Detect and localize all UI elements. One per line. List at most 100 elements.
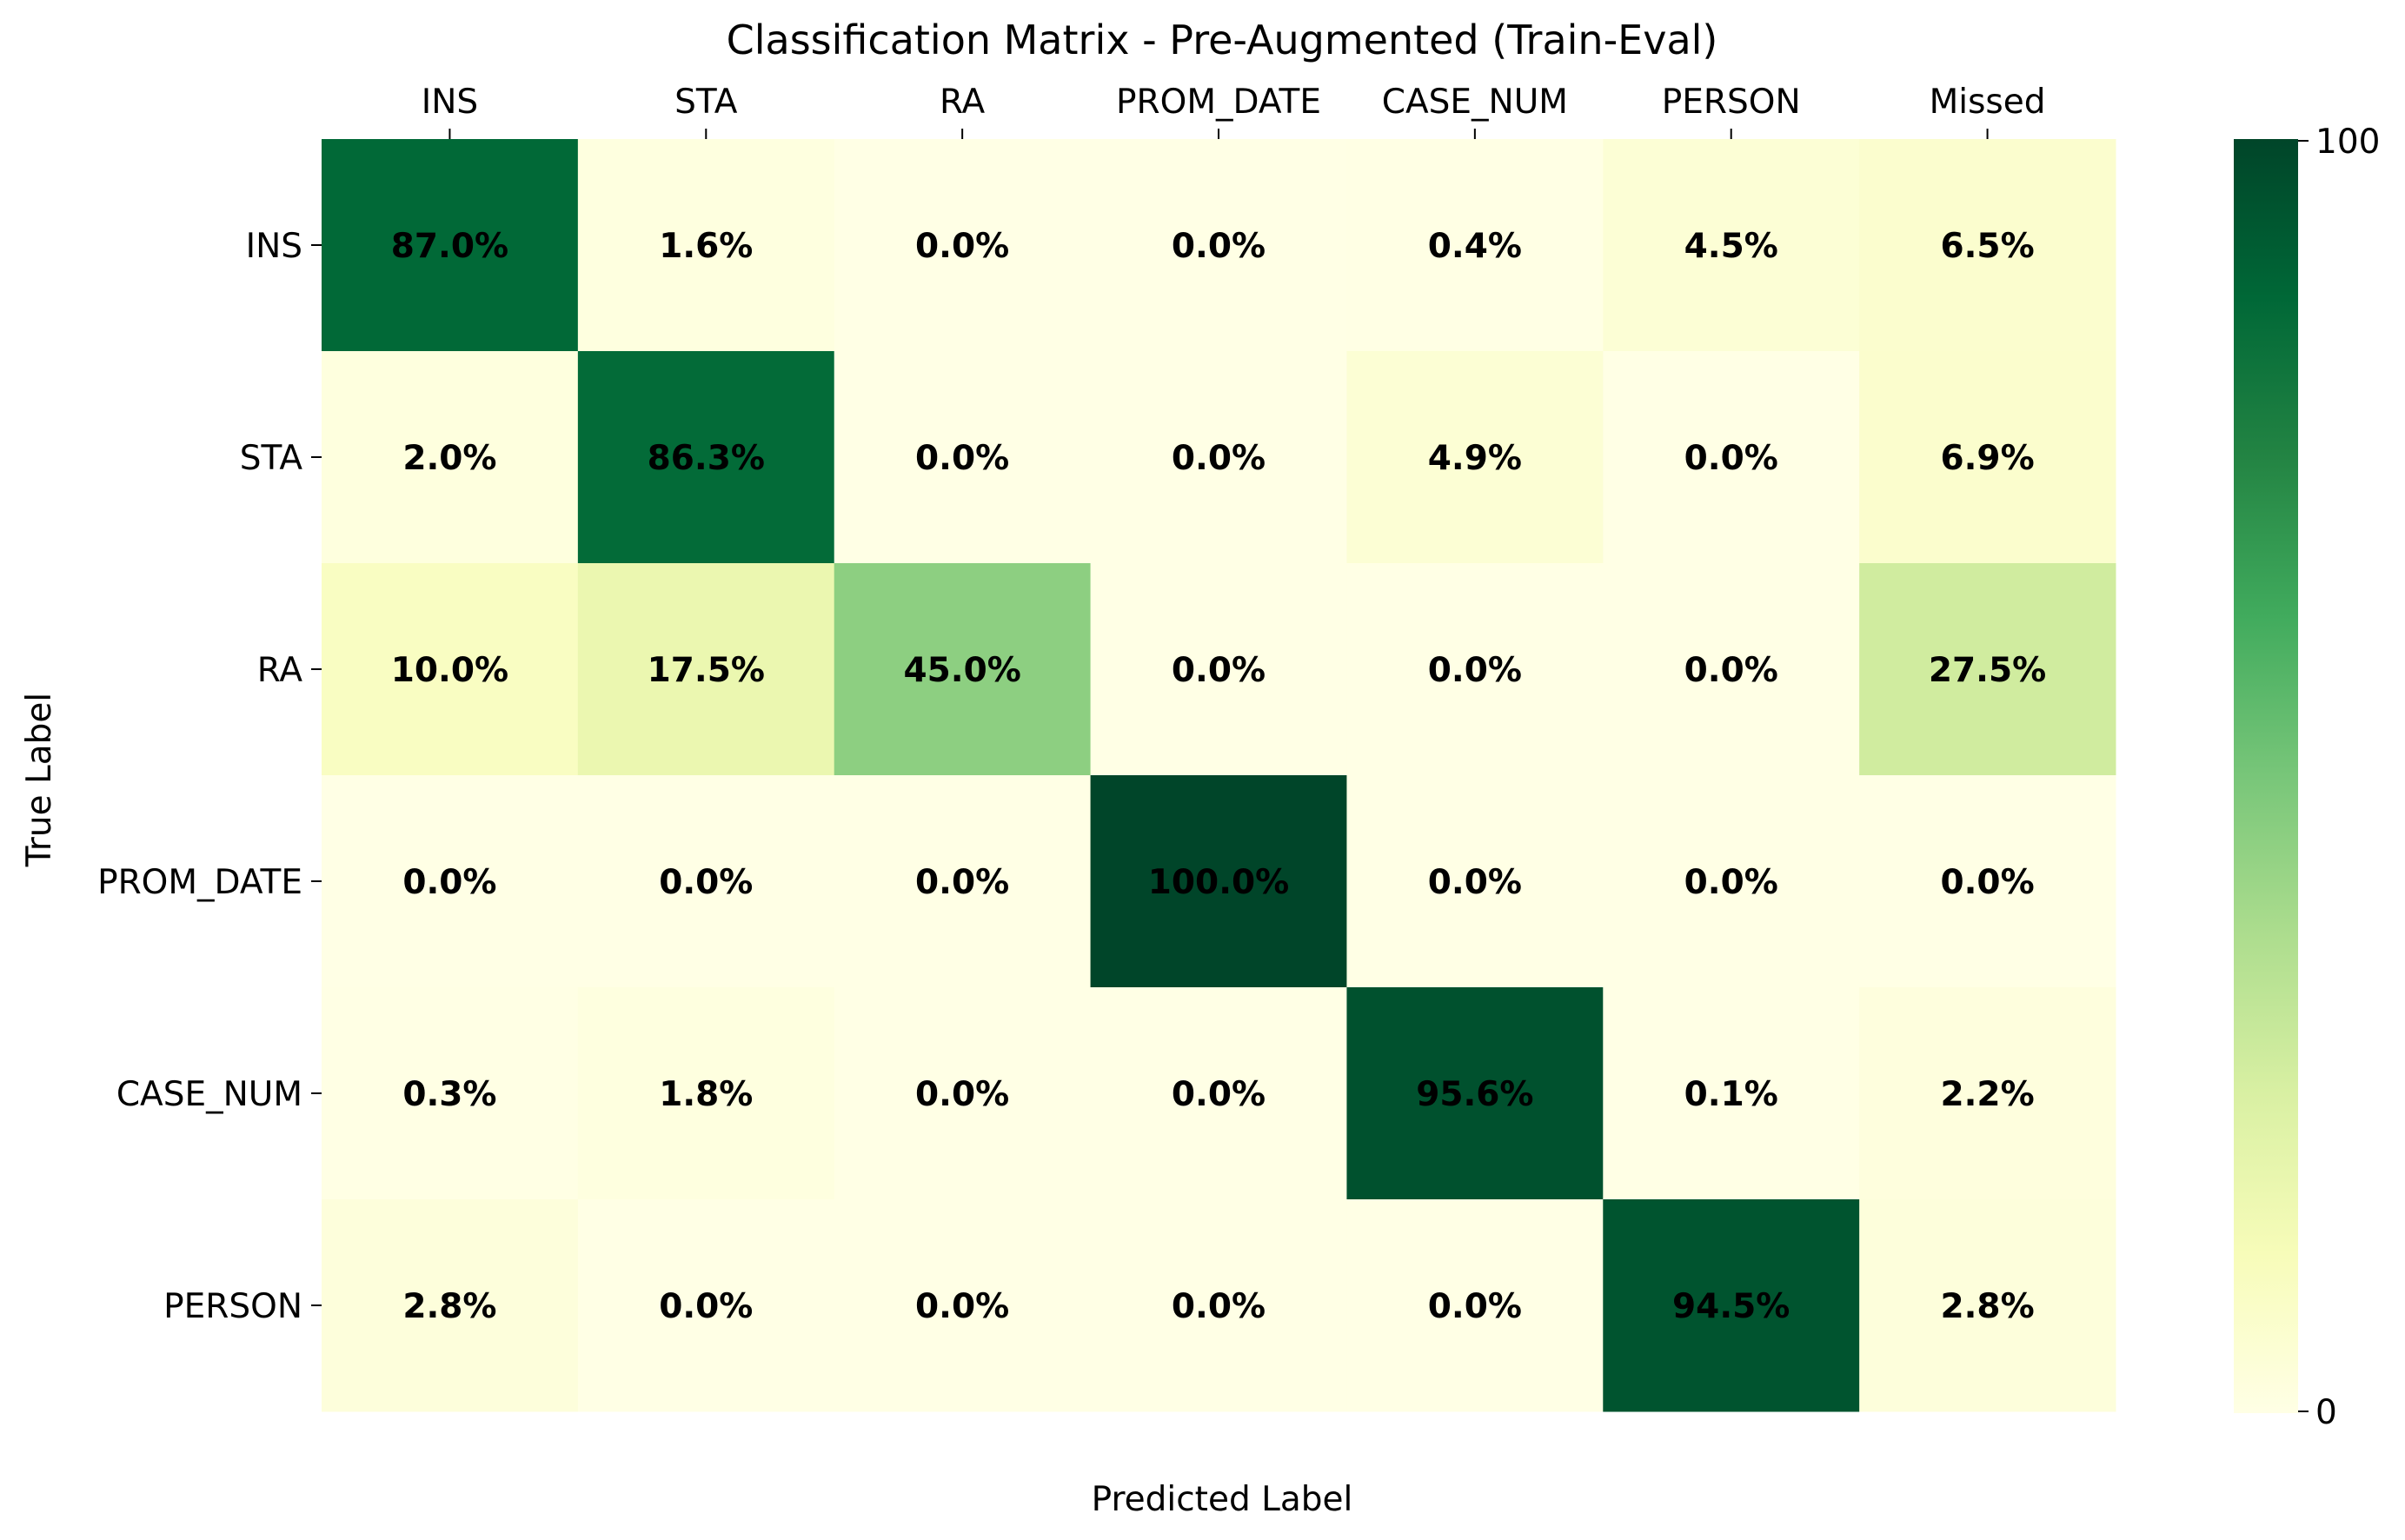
cell-case-num-case-num <box>1346 987 1604 1200</box>
cell-value-prom-date-case-num: 0.0% <box>1428 863 1522 902</box>
cell-value-person-ins: 2.8% <box>402 1287 496 1326</box>
cell-person-sta <box>577 1199 835 1412</box>
cell-value-sta-ins: 2.0% <box>402 439 496 478</box>
cell-value-person-person: 94.5% <box>1672 1287 1790 1326</box>
cell-prom-date-person <box>1603 775 1860 988</box>
cell-value-ins-case-num: 0.4% <box>1428 227 1522 266</box>
cell-person-prom-date <box>1090 1199 1347 1412</box>
colorbar-max-label: 100 <box>2315 123 2380 162</box>
y-tick-label-case-num: CASE_NUM <box>116 1075 302 1114</box>
cell-value-prom-date-prom-date: 100.0% <box>1148 863 1289 902</box>
cell-value-ins-sta: 1.6% <box>659 227 753 266</box>
cell-value-ra-person: 0.0% <box>1684 651 1778 690</box>
y-tick-label-person: PERSON <box>163 1287 302 1326</box>
cell-value-prom-date-person: 0.0% <box>1684 863 1778 902</box>
cell-person-missed <box>1859 1199 2116 1412</box>
cell-value-ra-prom-date: 0.0% <box>1172 651 1266 690</box>
cell-value-ins-ins: 87.0% <box>391 227 508 266</box>
cell-value-prom-date-sta: 0.0% <box>659 863 753 902</box>
cell-value-person-ra: 0.0% <box>915 1287 1009 1326</box>
cell-value-person-case-num: 0.0% <box>1428 1287 1522 1326</box>
heatmap-cells <box>322 139 2116 1412</box>
x-tick-label-sta: STA <box>674 83 738 122</box>
x-axis-ticks: INS STA RA PROM_DATE CASE_NUM PERSON Missed <box>422 83 2046 139</box>
y-tick-label-sta: STA <box>240 439 303 478</box>
cell-value-person-sta: 0.0% <box>659 1287 753 1326</box>
cell-value-prom-date-missed: 0.0% <box>1940 863 2034 902</box>
cell-ra-missed <box>1859 563 2116 776</box>
cell-value-case-num-ins: 0.3% <box>402 1075 496 1114</box>
cell-case-num-ins <box>322 987 579 1200</box>
cell-value-person-prom-date: 0.0% <box>1172 1287 1266 1326</box>
cell-ins-ra <box>834 139 1092 352</box>
cell-value-case-num-case-num: 95.6% <box>1416 1075 1533 1114</box>
cell-ra-sta <box>577 563 835 776</box>
cell-value-ra-ra: 45.0% <box>903 651 1020 690</box>
cell-ins-case-num <box>1346 139 1604 352</box>
cell-value-case-num-sta: 1.8% <box>659 1075 753 1114</box>
cell-prom-date-prom-date <box>1090 775 1347 988</box>
cell-case-num-sta <box>577 987 835 1200</box>
cell-ra-person <box>1603 563 1860 776</box>
y-tick-label-prom-date: PROM_DATE <box>97 863 302 902</box>
cell-value-ra-sta: 17.5% <box>648 651 765 690</box>
cell-prom-date-sta <box>577 775 835 988</box>
cell-value-ins-missed: 6.5% <box>1940 227 2034 266</box>
cell-prom-date-ins <box>322 775 579 988</box>
cell-ins-sta <box>577 139 835 352</box>
cell-sta-person <box>1603 351 1860 564</box>
cell-ra-case-num <box>1346 563 1604 776</box>
cell-value-sta-missed: 6.9% <box>1940 439 2034 478</box>
cell-value-sta-prom-date: 0.0% <box>1172 439 1266 478</box>
cell-sta-missed <box>1859 351 2116 564</box>
x-tick-label-ins: INS <box>422 83 478 122</box>
cell-value-ins-prom-date: 0.0% <box>1172 227 1266 266</box>
cell-person-ra <box>834 1199 1092 1412</box>
x-tick-label-person: PERSON <box>1662 83 1801 122</box>
colorbar-gradient <box>2234 139 2298 1413</box>
cell-case-num-prom-date <box>1090 987 1347 1200</box>
cell-ins-missed <box>1859 139 2116 352</box>
y-axis-ticks: INS STA RA PROM_DATE CASE_NUM PERSON <box>97 227 322 1326</box>
colorbar-min-label: 0 <box>2315 1393 2337 1432</box>
cell-prom-date-missed <box>1859 775 2116 988</box>
cell-value-sta-case-num: 4.9% <box>1428 439 1522 478</box>
cell-value-ins-ra: 0.0% <box>915 227 1009 266</box>
cell-sta-case-num <box>1346 351 1604 564</box>
cell-sta-sta <box>577 351 835 564</box>
heatmap-cell-labels: 87.0% 1.6% 0.0% 0.0% 0.4% 4.5% 6.5% 2.0% 86.3% 0.… <box>391 227 2046 1326</box>
x-tick-label-prom-date: PROM_DATE <box>1116 83 1321 122</box>
cell-value-sta-person: 0.0% <box>1684 439 1778 478</box>
cell-value-ra-ins: 10.0% <box>391 651 508 690</box>
cell-sta-prom-date <box>1090 351 1347 564</box>
cell-ra-prom-date <box>1090 563 1347 776</box>
cell-value-case-num-missed: 2.2% <box>1940 1075 2034 1114</box>
cell-value-person-missed: 2.8% <box>1940 1287 2034 1326</box>
cell-person-case-num <box>1346 1199 1604 1412</box>
x-axis-label: Predicted Label <box>1092 1480 1353 1519</box>
cell-value-ins-person: 4.5% <box>1684 227 1778 266</box>
cell-sta-ra <box>834 351 1092 564</box>
cell-value-sta-ra: 0.0% <box>915 439 1009 478</box>
cell-ins-prom-date <box>1090 139 1347 352</box>
cell-value-prom-date-ra: 0.0% <box>915 863 1009 902</box>
cell-case-num-person <box>1603 987 1860 1200</box>
cell-case-num-ra <box>834 987 1092 1200</box>
cell-value-case-num-person: 0.1% <box>1684 1075 1778 1114</box>
x-tick-label-case-num: CASE_NUM <box>1382 83 1568 122</box>
cell-case-num-missed <box>1859 987 2116 1200</box>
cell-ra-ra <box>834 563 1092 776</box>
cell-prom-date-case-num <box>1346 775 1604 988</box>
chart-title: Classification Matrix - Pre-Augmented (T… <box>727 17 1718 63</box>
cell-person-ins <box>322 1199 579 1412</box>
y-tick-label-ra: RA <box>257 651 303 690</box>
y-tick-label-ins: INS <box>246 227 302 266</box>
y-axis-label: True Label <box>20 693 59 867</box>
cell-ins-ins <box>322 139 579 352</box>
cell-value-case-num-prom-date: 0.0% <box>1172 1075 1266 1114</box>
cell-ra-ins <box>322 563 579 776</box>
cell-person-person <box>1603 1199 1860 1412</box>
cell-value-ra-case-num: 0.0% <box>1428 651 1522 690</box>
cell-prom-date-ra <box>834 775 1092 988</box>
